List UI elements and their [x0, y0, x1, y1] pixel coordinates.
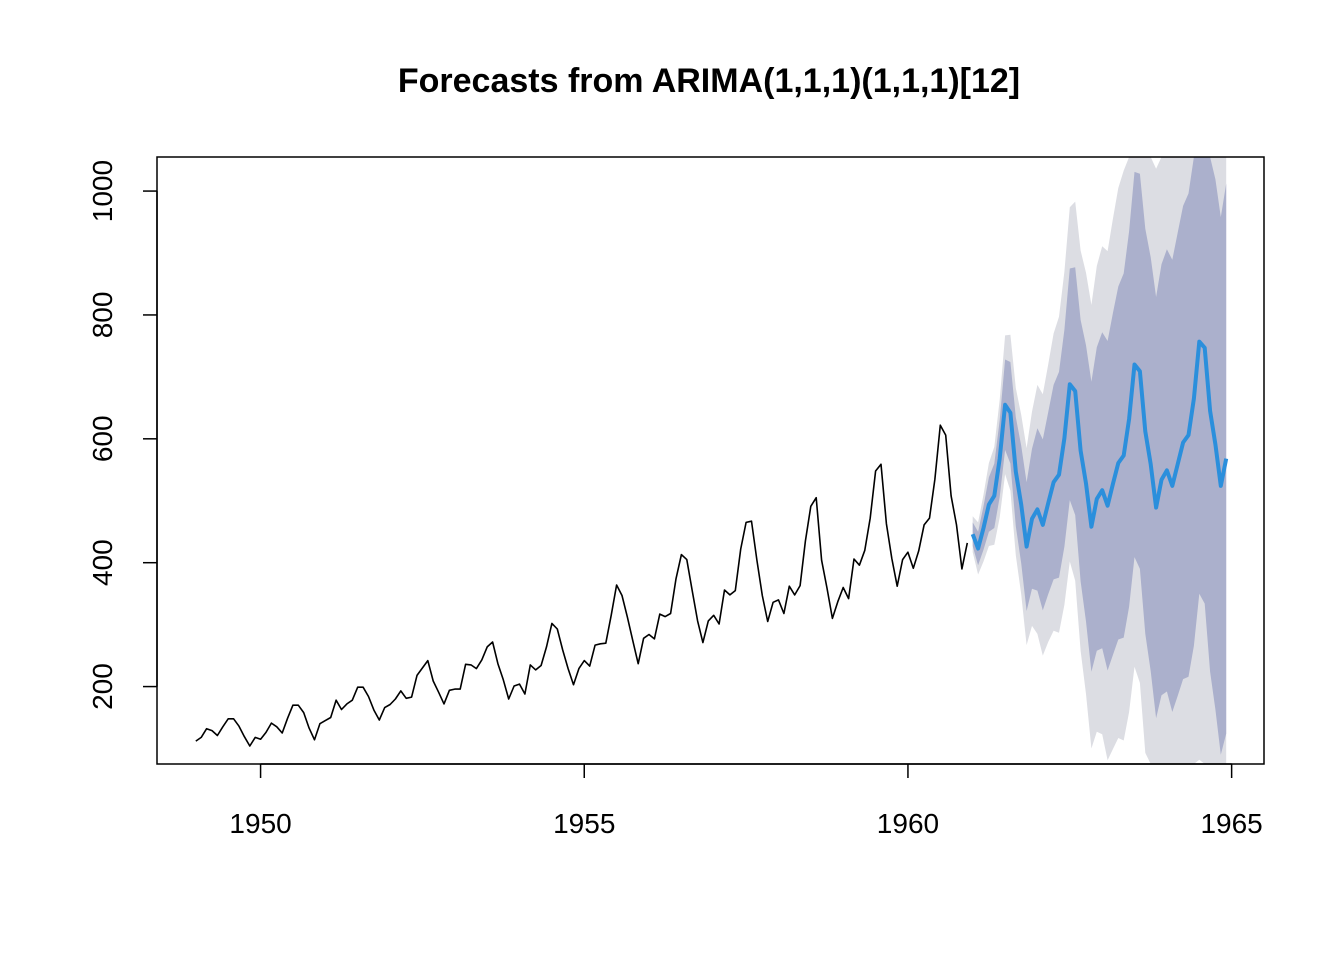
chart-title: Forecasts from ARIMA(1,1,1)(1,1,1)[12]: [398, 62, 1020, 100]
y-tick-label: 600: [87, 415, 118, 462]
x-tick-label: 1950: [229, 808, 291, 839]
series-lines-group: [195, 339, 1229, 747]
history-series-line: [195, 424, 969, 747]
forecast-series-line: [970, 339, 1229, 551]
prediction-band-80: [972, 157, 1227, 755]
y-tick-label: 800: [87, 292, 118, 339]
y-axis: 200 400 600 800 1000: [87, 160, 158, 710]
y-tick-label: 400: [87, 539, 118, 586]
x-tick-label: 1955: [553, 808, 615, 839]
band-80-group: [972, 157, 1227, 755]
x-tick-label: 1960: [877, 808, 939, 839]
y-tick-label: 200: [87, 663, 118, 710]
x-axis: 1950 1955 1960 1965: [229, 763, 1263, 839]
x-tick-label: 1965: [1200, 808, 1262, 839]
y-tick-label: 1000: [87, 160, 118, 222]
